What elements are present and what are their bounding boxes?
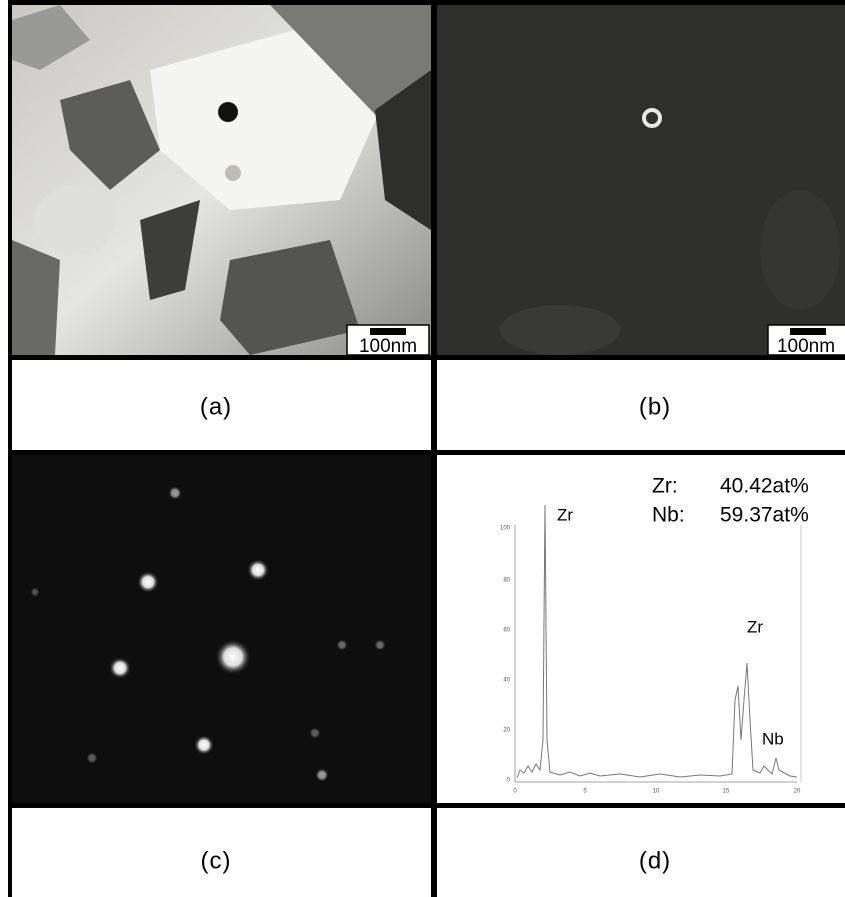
y-tick-label: 20	[503, 728, 510, 734]
composition-element: Nb:	[652, 504, 685, 527]
y-tick-label: 100	[500, 526, 511, 532]
figure: 100nm 100nm 100 80 60 40	[0, 0, 845, 897]
y-tick-label: 40	[503, 678, 510, 684]
peak-label: Nb	[762, 729, 784, 748]
peak-label: Zr	[557, 505, 573, 524]
panel-c-image	[12, 455, 431, 803]
y-tick-label: 80	[503, 578, 510, 584]
panel-d-spectrum: 100 80 60 40 20 0 0 5 10 15 20 Zr Zr Nb …	[437, 455, 845, 803]
x-tick-label: 15	[723, 789, 730, 795]
peak-label: Zr	[747, 617, 763, 636]
panel-caption: (a)	[200, 393, 232, 420]
x-tick-label: 20	[794, 789, 801, 795]
x-tick-label: 10	[653, 789, 660, 795]
panel-b-image	[437, 5, 845, 355]
scale-bar-a: 100nm	[347, 325, 429, 357]
scale-bar-label: 100nm	[777, 336, 835, 357]
panel-caption: (c)	[201, 847, 232, 874]
scale-bar-b: 100nm	[768, 325, 845, 357]
composition-value: 40.42at%	[720, 475, 809, 498]
scale-bar-label: 100nm	[359, 336, 417, 357]
panel-caption: (b)	[639, 393, 671, 420]
composition-value: 59.37at%	[720, 504, 809, 527]
page: {"panels": [ {"label": "(a)", "scale_bar…	[0, 0, 845, 897]
y-tick-label: 60	[503, 628, 510, 634]
panel-a-image	[12, 5, 431, 355]
panel-caption: (d)	[639, 847, 671, 874]
composition-element: Zr:	[652, 475, 678, 498]
